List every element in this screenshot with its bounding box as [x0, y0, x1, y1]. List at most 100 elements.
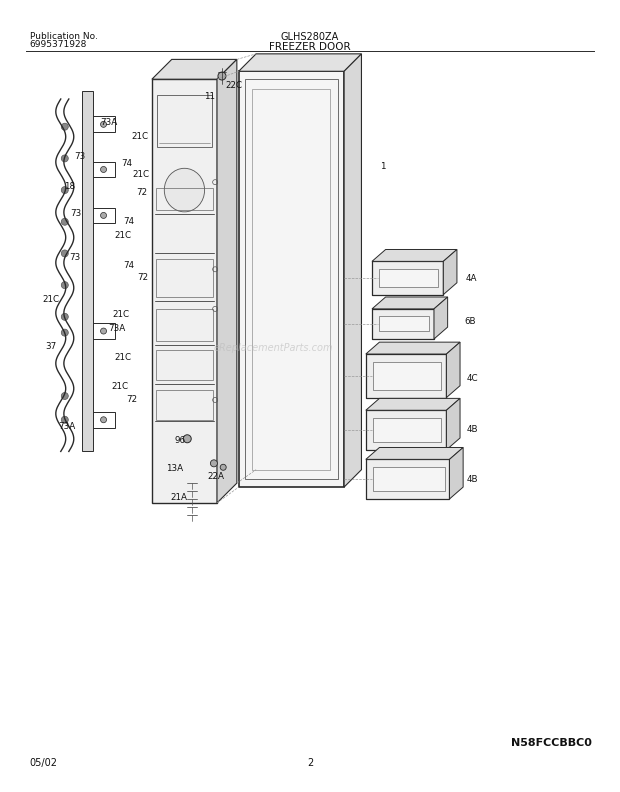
Bar	[373, 418, 441, 442]
Bar	[157, 95, 212, 147]
Polygon shape	[152, 59, 237, 79]
Text: 1: 1	[381, 162, 386, 171]
Bar	[366, 354, 446, 398]
Text: 73: 73	[70, 209, 81, 219]
Text: GLHS280ZA: GLHS280ZA	[281, 32, 339, 42]
Bar	[92, 116, 115, 132]
Text: 37: 37	[45, 342, 56, 352]
Bar	[152, 79, 217, 503]
Text: 21C: 21C	[114, 230, 131, 240]
Bar	[366, 459, 449, 499]
Bar	[156, 188, 213, 210]
Circle shape	[61, 219, 68, 225]
Circle shape	[184, 435, 191, 443]
Polygon shape	[446, 398, 460, 450]
Text: 72: 72	[137, 272, 148, 282]
Circle shape	[61, 187, 68, 193]
Text: 73: 73	[74, 152, 85, 162]
Text: 21C: 21C	[133, 169, 150, 179]
Circle shape	[220, 464, 226, 470]
Text: 21C: 21C	[111, 382, 128, 391]
Circle shape	[218, 72, 226, 80]
Bar	[92, 323, 115, 339]
Circle shape	[61, 250, 68, 257]
Polygon shape	[434, 297, 448, 339]
Polygon shape	[372, 297, 448, 309]
Text: 74: 74	[123, 261, 135, 270]
Bar	[379, 317, 429, 331]
Text: 73A: 73A	[108, 324, 125, 333]
Text: 72: 72	[126, 394, 137, 404]
Bar	[239, 71, 344, 487]
Bar	[372, 261, 443, 295]
Circle shape	[100, 121, 107, 128]
Text: 21C: 21C	[114, 353, 131, 363]
Text: 21C: 21C	[131, 131, 148, 141]
Bar	[379, 269, 438, 287]
Bar	[252, 89, 330, 470]
Bar	[366, 410, 446, 450]
Polygon shape	[450, 447, 463, 499]
Bar	[92, 162, 115, 177]
Bar	[92, 208, 115, 223]
Text: eReplacementParts.com: eReplacementParts.com	[213, 344, 332, 353]
Circle shape	[61, 393, 68, 399]
Bar	[372, 309, 434, 339]
Polygon shape	[239, 54, 361, 71]
Bar	[373, 467, 445, 491]
Text: 6B: 6B	[464, 317, 476, 326]
Bar	[156, 259, 213, 297]
Text: 72: 72	[136, 188, 147, 197]
Text: 05/02: 05/02	[30, 758, 58, 768]
Text: N58FCCBBC0: N58FCCBBC0	[512, 738, 592, 748]
Text: 4A: 4A	[466, 274, 477, 284]
Polygon shape	[366, 447, 463, 459]
Text: 73A: 73A	[100, 118, 117, 128]
Text: 22C: 22C	[226, 81, 243, 90]
Circle shape	[61, 417, 68, 423]
Text: 21C: 21C	[112, 310, 130, 319]
Text: 74: 74	[123, 217, 135, 227]
Polygon shape	[443, 249, 457, 295]
Polygon shape	[366, 398, 460, 410]
Text: 21C: 21C	[42, 295, 60, 304]
Text: 13A: 13A	[166, 464, 184, 474]
Polygon shape	[372, 249, 457, 261]
Polygon shape	[217, 59, 237, 503]
Text: 2: 2	[307, 758, 313, 768]
Circle shape	[100, 328, 107, 334]
Circle shape	[61, 282, 68, 288]
Text: 96: 96	[174, 436, 185, 445]
Text: 4C: 4C	[467, 374, 478, 383]
Bar	[245, 79, 338, 479]
Circle shape	[210, 460, 218, 466]
Polygon shape	[366, 342, 460, 354]
Text: 73: 73	[69, 253, 80, 262]
Bar	[156, 390, 213, 420]
Text: 4B: 4B	[467, 425, 478, 434]
Text: 6995371928: 6995371928	[30, 40, 87, 49]
Bar	[92, 412, 115, 428]
Text: 21A: 21A	[170, 493, 187, 502]
Text: 18: 18	[64, 181, 75, 191]
Bar	[156, 350, 213, 380]
Text: Publication No.: Publication No.	[30, 32, 97, 40]
Circle shape	[61, 314, 68, 320]
Bar	[156, 309, 213, 341]
Text: FREEZER DOOR: FREEZER DOOR	[269, 42, 351, 52]
Circle shape	[61, 155, 68, 162]
Text: 4B: 4B	[467, 474, 478, 484]
Text: 73A: 73A	[58, 421, 76, 431]
Text: 74: 74	[122, 159, 133, 169]
Circle shape	[100, 166, 107, 173]
Bar	[373, 362, 441, 390]
Circle shape	[61, 124, 68, 130]
Polygon shape	[446, 342, 460, 398]
Text: 11: 11	[204, 92, 215, 101]
Circle shape	[100, 417, 107, 423]
Circle shape	[61, 329, 68, 336]
Bar	[82, 91, 93, 451]
Circle shape	[100, 212, 107, 219]
Ellipse shape	[164, 169, 205, 212]
Polygon shape	[344, 54, 361, 487]
